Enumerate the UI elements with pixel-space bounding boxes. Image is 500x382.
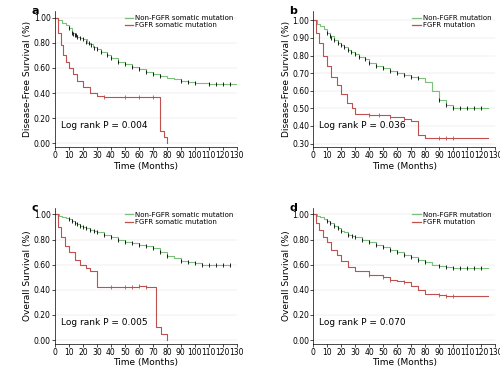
Text: c: c bbox=[32, 203, 38, 213]
Legend: Non-FGFR somatic mutation, FGFR somatic mutation: Non-FGFR somatic mutation, FGFR somatic … bbox=[124, 15, 234, 28]
Text: Log rank P = 0.005: Log rank P = 0.005 bbox=[60, 317, 147, 327]
Legend: Non-FGFR mutation, FGFR mutation: Non-FGFR mutation, FGFR mutation bbox=[412, 212, 492, 225]
Legend: Non-FGFR somatic mutation, FGFR somatic mutation: Non-FGFR somatic mutation, FGFR somatic … bbox=[124, 212, 234, 225]
Y-axis label: Disease-Free Survival (%): Disease-Free Survival (%) bbox=[24, 21, 32, 138]
Text: Log rank P = 0.070: Log rank P = 0.070 bbox=[319, 317, 406, 327]
Text: d: d bbox=[290, 203, 298, 213]
X-axis label: Time (Months): Time (Months) bbox=[372, 358, 436, 367]
Text: Log rank P = 0.036: Log rank P = 0.036 bbox=[319, 121, 406, 130]
Legend: Non-FGFR mutation, FGFR mutation: Non-FGFR mutation, FGFR mutation bbox=[412, 15, 492, 28]
X-axis label: Time (Months): Time (Months) bbox=[372, 162, 436, 171]
X-axis label: Time (Months): Time (Months) bbox=[114, 162, 178, 171]
Y-axis label: Overall Survival (%): Overall Survival (%) bbox=[24, 231, 32, 321]
Text: Log rank P = 0.004: Log rank P = 0.004 bbox=[60, 121, 147, 130]
Text: b: b bbox=[290, 6, 298, 16]
Text: a: a bbox=[32, 6, 39, 16]
Y-axis label: Overall Survival (%): Overall Survival (%) bbox=[282, 231, 290, 321]
Y-axis label: Disease-Free Survival (%): Disease-Free Survival (%) bbox=[282, 21, 290, 138]
X-axis label: Time (Months): Time (Months) bbox=[114, 358, 178, 367]
